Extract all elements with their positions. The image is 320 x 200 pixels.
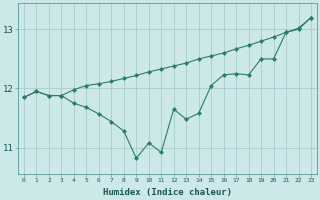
X-axis label: Humidex (Indice chaleur): Humidex (Indice chaleur) (103, 188, 232, 197)
